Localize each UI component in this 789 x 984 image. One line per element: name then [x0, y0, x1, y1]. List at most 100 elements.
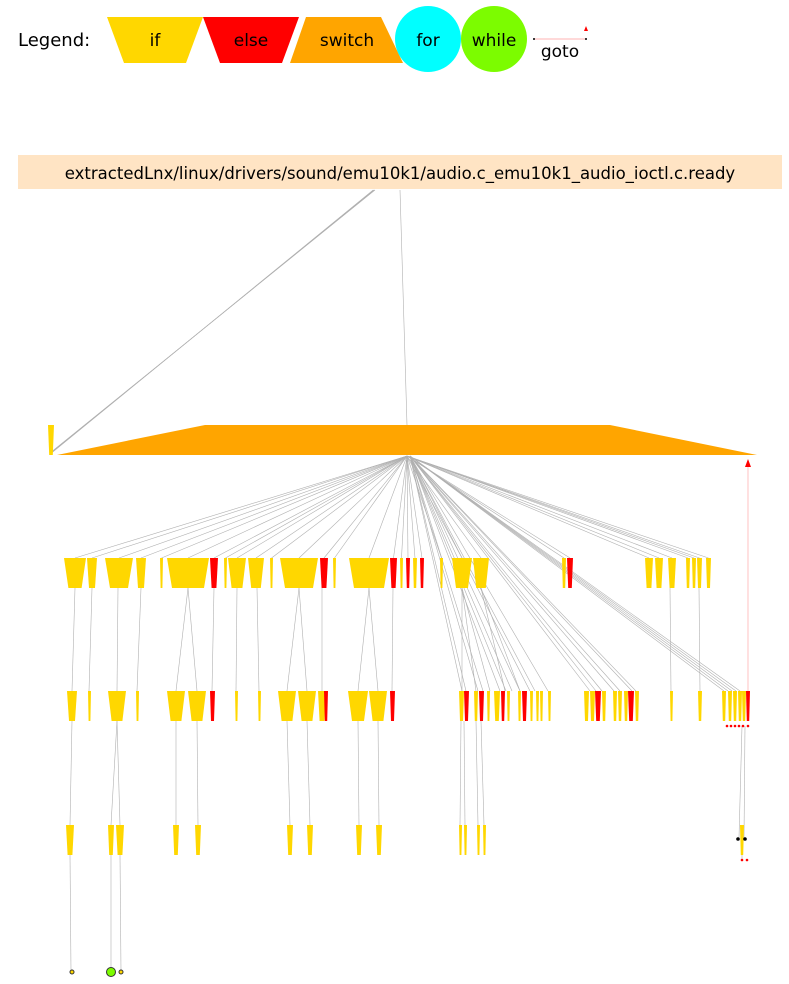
edge [118, 455, 408, 559]
if-node [728, 691, 732, 721]
legend-goto-shape [533, 26, 588, 40]
if-node [67, 691, 77, 721]
if-node [287, 825, 293, 855]
edge [406, 455, 463, 559]
edge [391, 587, 394, 692]
if-node [349, 558, 389, 588]
else-node [464, 691, 469, 721]
legend-while-shape [461, 6, 527, 72]
edge [377, 720, 380, 826]
terminal-node [69, 969, 75, 975]
legend-if-shape [107, 17, 203, 63]
if-node [307, 825, 313, 855]
edge [225, 455, 408, 559]
terminal-node [725, 724, 729, 728]
legend-while-label: while [472, 31, 517, 51]
if-node [584, 691, 589, 721]
if-node [400, 558, 403, 588]
if-node [195, 825, 201, 855]
if-node [270, 558, 273, 588]
terminal-node [745, 858, 749, 862]
edge [393, 455, 408, 559]
if-node [487, 691, 490, 721]
if-node [618, 691, 622, 721]
edge [236, 455, 408, 559]
if-node [173, 825, 179, 855]
edge [475, 720, 479, 826]
if-node [692, 558, 696, 588]
if-node [333, 558, 336, 588]
if-node [136, 558, 146, 588]
terminal-node [746, 724, 750, 728]
edge [406, 455, 673, 559]
if-node [733, 691, 737, 721]
if-node [376, 825, 382, 855]
else-node [324, 691, 328, 721]
else-node [390, 691, 395, 721]
else-node [522, 691, 527, 721]
if-node [518, 691, 521, 721]
edge [406, 455, 695, 559]
edge [459, 720, 462, 826]
edge [409, 455, 637, 692]
edge [357, 720, 360, 826]
edge [406, 455, 442, 559]
edge [406, 455, 709, 559]
edge [463, 720, 466, 826]
terminal-node [733, 724, 737, 728]
goto-arrow [745, 459, 751, 467]
edge [406, 455, 423, 559]
edge [406, 455, 650, 559]
edge [286, 720, 291, 826]
edge [368, 455, 408, 559]
edge [116, 720, 121, 826]
if-node [706, 558, 711, 588]
edge [140, 455, 408, 559]
edge [409, 455, 536, 692]
edge [406, 455, 660, 559]
terminal-node [736, 837, 740, 841]
edge [409, 455, 603, 692]
edge [409, 455, 725, 692]
if-node [235, 691, 238, 721]
legend-else-shape [203, 17, 299, 63]
if-node [624, 691, 628, 721]
edge [409, 455, 591, 692]
if-node [108, 825, 114, 855]
edge [298, 587, 308, 692]
if-node [645, 558, 653, 588]
else-node [501, 691, 505, 721]
edge [409, 455, 463, 692]
if-node [64, 558, 86, 588]
if-node [507, 691, 510, 721]
if-node [477, 825, 480, 855]
edge [213, 455, 408, 559]
edge [298, 455, 408, 559]
if-node [66, 825, 74, 855]
if-node [413, 558, 417, 588]
if-node [88, 691, 91, 721]
edge [409, 455, 597, 692]
edge [187, 587, 198, 692]
legend-switch-shape [290, 17, 403, 63]
if-node [452, 558, 472, 588]
if-node [697, 558, 702, 588]
else-node [406, 558, 410, 588]
edge [409, 455, 615, 692]
legend: Legend: if else switch for while goto [18, 6, 588, 72]
edge [116, 587, 119, 692]
edge [51, 189, 374, 454]
legend-if-label: if [150, 31, 162, 51]
edge [69, 854, 72, 972]
if-node [655, 558, 663, 588]
if-node [530, 691, 533, 721]
edge [286, 587, 300, 692]
if-node [740, 825, 744, 855]
edge [74, 455, 408, 559]
edge [161, 455, 408, 559]
edge [136, 587, 142, 692]
edge [69, 720, 73, 826]
if-node [188, 691, 206, 721]
terminal-node [743, 837, 747, 841]
